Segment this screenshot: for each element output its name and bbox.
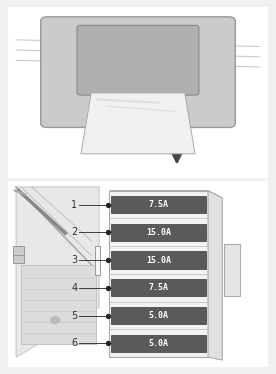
Text: 4: 4: [71, 283, 78, 293]
FancyBboxPatch shape: [2, 4, 274, 181]
Polygon shape: [208, 191, 222, 360]
Polygon shape: [81, 93, 195, 154]
Text: 15.0A: 15.0A: [146, 255, 171, 264]
Bar: [111, 196, 206, 213]
Text: 7.5A: 7.5A: [148, 200, 169, 209]
Text: 3: 3: [71, 255, 78, 265]
Polygon shape: [110, 191, 222, 198]
Bar: [111, 335, 206, 352]
FancyBboxPatch shape: [2, 178, 274, 370]
FancyBboxPatch shape: [77, 25, 199, 95]
Text: 15.0A: 15.0A: [146, 228, 171, 237]
Text: 2: 2: [71, 227, 78, 237]
Text: 5: 5: [71, 311, 78, 321]
Text: 6: 6: [71, 338, 78, 348]
Polygon shape: [47, 21, 229, 123]
Bar: [110, 191, 208, 357]
Circle shape: [50, 317, 60, 324]
Text: 7.5A: 7.5A: [148, 283, 169, 292]
Bar: [111, 251, 206, 269]
Bar: [111, 279, 206, 297]
Bar: [111, 224, 206, 241]
Polygon shape: [16, 187, 99, 357]
Bar: [224, 244, 240, 296]
FancyBboxPatch shape: [41, 17, 235, 128]
Text: 1: 1: [71, 200, 78, 209]
Bar: [111, 307, 206, 324]
Polygon shape: [21, 265, 97, 344]
Text: 5.0A: 5.0A: [148, 339, 169, 348]
Bar: [95, 246, 100, 275]
Text: 5.0A: 5.0A: [148, 311, 169, 320]
Bar: [14, 246, 24, 263]
